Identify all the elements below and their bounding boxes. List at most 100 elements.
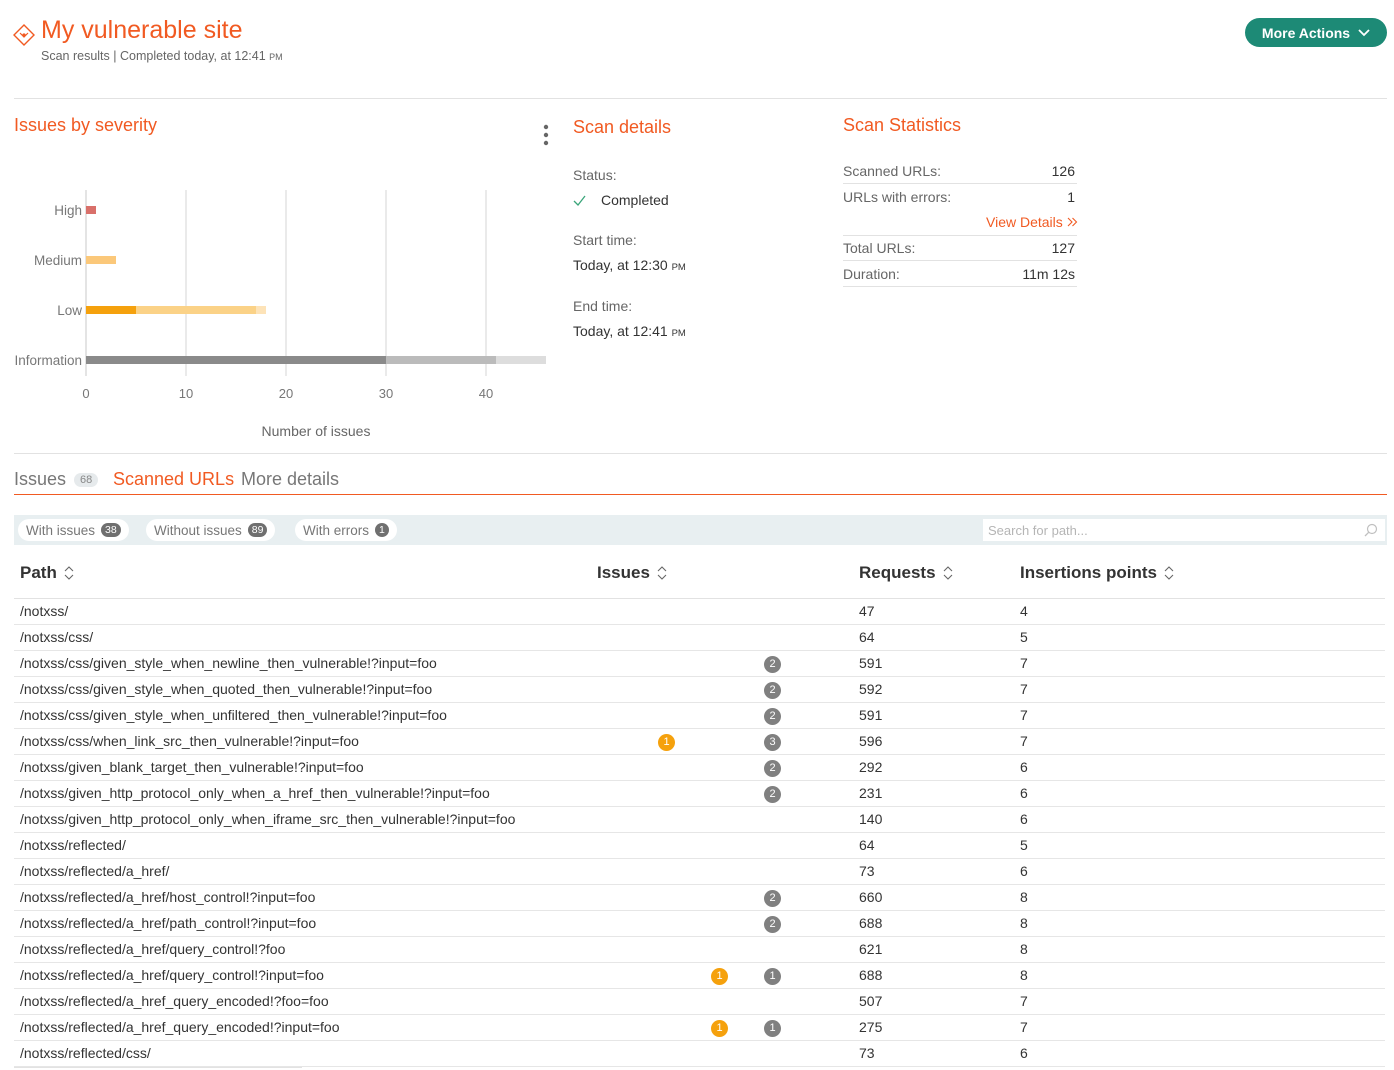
subtitle-pm: PM xyxy=(269,52,283,62)
info-issue-badge: 2 xyxy=(764,916,781,933)
column-header-issues[interactable]: Issues xyxy=(597,563,667,583)
column-header-path[interactable]: Path xyxy=(20,563,74,583)
status-label: Status: xyxy=(573,167,617,183)
info-issue-badge: 2 xyxy=(764,708,781,725)
column-header-insertion-points[interactable]: Insertions points xyxy=(1020,563,1174,583)
search-input[interactable] xyxy=(983,519,1385,541)
filter-with-issues[interactable]: With issues 38 xyxy=(18,519,129,541)
table-row[interactable]: /notxss/css/given_style_when_newline_the… xyxy=(14,651,1385,677)
table-row[interactable]: /notxss/reflected/a_href_query_encoded!?… xyxy=(14,1015,1385,1041)
path-cell[interactable]: /notxss/reflected/a_href/host_control!?i… xyxy=(20,889,316,905)
path-cell[interactable]: /notxss/given_blank_target_then_vulnerab… xyxy=(20,759,364,775)
insertion-points-cell: 5 xyxy=(1020,629,1028,645)
path-cell[interactable]: /notxss/reflected/a_href/path_control!?i… xyxy=(20,915,317,931)
view-details-link[interactable]: View Details xyxy=(986,214,1078,230)
table-row[interactable]: /notxss/reflected/a_href/73 6 xyxy=(14,859,1385,885)
site-icon xyxy=(13,24,35,46)
requests-cell: 596 xyxy=(859,733,883,749)
info-issue-badge: 2 xyxy=(764,786,781,803)
info-issue-badge: 2 xyxy=(764,890,781,907)
path-cell[interactable]: /notxss/css/when_link_src_then_vulnerabl… xyxy=(20,733,359,749)
search-icon[interactable] xyxy=(1364,523,1378,537)
category-label: Low xyxy=(57,303,82,318)
end-time-value: Today, at 12:41 PM xyxy=(573,323,686,339)
medium-issue-badge: 1 xyxy=(711,1020,728,1037)
header-row-divider xyxy=(14,598,1385,599)
path-cell[interactable]: /notxss/reflected/ xyxy=(20,837,126,853)
stat-label: Total URLs: xyxy=(843,239,916,256)
path-cell[interactable]: /notxss/css/ xyxy=(20,629,94,645)
insertion-points-cell: 6 xyxy=(1020,759,1028,775)
table-row[interactable]: /notxss/reflected/a_href_query_encoded!?… xyxy=(14,989,1385,1015)
more-actions-button[interactable]: More Actions xyxy=(1245,18,1387,47)
info-issue-badge: 3 xyxy=(764,734,781,751)
table-row[interactable]: /notxss/given_http_protocol_only_when_a_… xyxy=(14,781,1385,807)
x-axis-label: Number of issues xyxy=(262,423,371,439)
filter-without-issues[interactable]: Without issues 89 xyxy=(146,519,276,541)
requests-cell: 688 xyxy=(859,915,883,931)
sort-icon xyxy=(657,566,667,580)
severity-chart: 0 10 20 30 40 High Medium Low Information Number … xyxy=(14,190,546,439)
path-cell[interactable]: /notxss/css/given_style_when_newline_the… xyxy=(20,655,437,671)
table-row[interactable]: /notxss/css/given_style_when_quoted_then… xyxy=(14,677,1385,703)
table-row[interactable]: /notxss/given_blank_target_then_vulnerab… xyxy=(14,755,1385,781)
path-cell[interactable]: /notxss/reflected/a_href/query_control!?… xyxy=(20,967,324,983)
path-cell[interactable]: /notxss/css/given_style_when_unfiltered_… xyxy=(20,707,447,723)
table-row[interactable]: /notxss/css/64 5 xyxy=(14,625,1385,651)
category-label: Information xyxy=(14,353,82,368)
table-row[interactable]: /notxss/css/given_style_when_unfiltered_… xyxy=(14,703,1385,729)
stat-total-urls: Total URLs: 127 xyxy=(843,235,1077,261)
insertion-points-cell: 8 xyxy=(1020,941,1028,957)
path-cell[interactable]: /notxss/reflected/css/ xyxy=(20,1045,151,1061)
filter-with-errors[interactable]: With errors 1 xyxy=(295,519,397,541)
table-row[interactable]: /notxss/css/when_link_src_then_vulnerabl… xyxy=(14,729,1385,755)
bar-segment xyxy=(86,356,386,364)
tab-scanned-urls[interactable]: Scanned URLs xyxy=(113,469,234,490)
insertion-points-cell: 7 xyxy=(1020,655,1028,671)
filter-count: 89 xyxy=(247,523,268,537)
tab-issues[interactable]: Issues 68 xyxy=(14,469,99,490)
path-cell[interactable]: /notxss/reflected/a_href/ xyxy=(20,863,170,879)
subtitle-text: Scan results | Completed today, at 12:41 xyxy=(41,49,266,63)
requests-cell: 231 xyxy=(859,785,883,801)
path-cell[interactable]: /notxss/given_http_protocol_only_when_a_… xyxy=(20,785,490,801)
table-row[interactable]: /notxss/reflected/a_href/query_control!?… xyxy=(14,963,1385,989)
filter-count: 1 xyxy=(375,523,389,537)
issues-by-severity-title: Issues by severity xyxy=(14,115,158,135)
stat-value: 127 xyxy=(1051,239,1075,256)
page-subtitle: Scan results | Completed today, at 12:41… xyxy=(41,49,283,63)
start-time-pm: PM xyxy=(671,262,686,273)
insertion-points-cell: 6 xyxy=(1020,863,1028,879)
sort-icon xyxy=(1164,566,1174,580)
path-cell[interactable]: /notxss/given_http_protocol_only_when_if… xyxy=(20,811,516,827)
stat-label: Duration: xyxy=(843,265,900,282)
column-header-requests[interactable]: Requests xyxy=(859,563,953,583)
table-row[interactable]: /notxss/reflected/css/73 6 xyxy=(14,1041,1385,1067)
path-cell[interactable]: /notxss/css/given_style_when_quoted_then… xyxy=(20,681,433,697)
table-row[interactable]: /notxss/reflected/a_href/path_control!?i… xyxy=(14,911,1385,937)
stat-value: 126 xyxy=(1051,162,1075,179)
insertion-points-cell: 8 xyxy=(1020,967,1028,983)
table-row[interactable]: /notxss/47 4 xyxy=(14,599,1385,625)
end-time-label: End time: xyxy=(573,298,633,314)
x-tick-label: 0 xyxy=(82,386,89,401)
end-time-text: Today, at 12:41 xyxy=(573,323,668,339)
requests-cell: 140 xyxy=(859,811,883,827)
tab-more-details[interactable]: More details xyxy=(241,469,339,490)
table-row[interactable]: /notxss/reflected/a_href/host_control!?i… xyxy=(14,885,1385,911)
path-cell[interactable]: /notxss/reflected/a_href_query_encoded!?… xyxy=(20,1019,340,1035)
bar-segment xyxy=(86,256,116,264)
x-tick-label: 10 xyxy=(179,386,193,401)
bar-segment xyxy=(136,306,256,314)
path-cell[interactable]: /notxss/ xyxy=(20,603,69,619)
kebab-menu-icon[interactable] xyxy=(540,123,552,147)
path-cell[interactable]: /notxss/reflected/a_href/query_control!?… xyxy=(20,941,286,957)
table-row[interactable]: /notxss/given_http_protocol_only_when_if… xyxy=(14,807,1385,833)
stat-value: 11m 12s xyxy=(1022,265,1075,282)
scanned-urls-table: /notxss/47 4/notxss/css/64 5/notxss/css/gi… xyxy=(14,599,1385,1067)
tab-label: Scanned URLs xyxy=(113,469,235,489)
table-row[interactable]: /notxss/reflected/a_href/query_control!?… xyxy=(14,937,1385,963)
path-cell[interactable]: /notxss/reflected/a_href_query_encoded!?… xyxy=(20,993,329,1009)
table-row[interactable]: /notxss/reflected/64 5 xyxy=(14,833,1385,859)
check-icon xyxy=(573,195,586,206)
